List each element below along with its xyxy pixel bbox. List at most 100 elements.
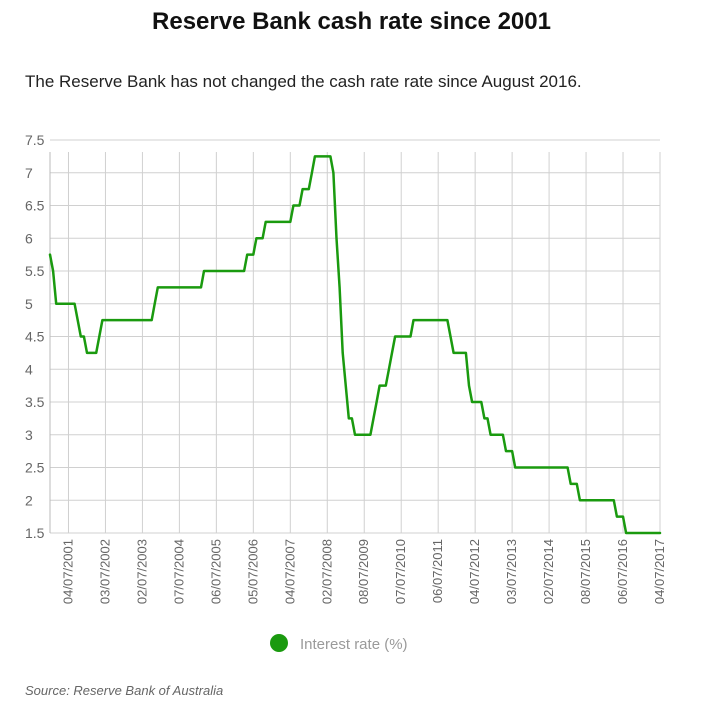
- data-point: [55, 303, 57, 305]
- x-tick-label: 02/07/2003: [134, 539, 149, 604]
- data-point: [314, 155, 316, 157]
- data-point: [505, 450, 507, 452]
- data-point: [372, 417, 375, 419]
- data-point: [388, 368, 390, 370]
- data-point: [468, 385, 470, 387]
- y-tick-label: 6.5: [25, 198, 45, 214]
- data-point: [77, 319, 79, 321]
- y-tick-label: 7: [25, 165, 33, 181]
- data-point: [200, 286, 202, 288]
- x-tick-label: 05/07/2006: [245, 539, 260, 604]
- data-point: [511, 450, 513, 452]
- y-tick-label: 4: [25, 361, 33, 377]
- data-point: [332, 172, 334, 174]
- data-point: [453, 352, 455, 354]
- chart-subtitle: The Reserve Bank has not changed the cas…: [25, 72, 582, 91]
- x-tick-label: 08/07/2015: [578, 539, 593, 604]
- x-tick-label: 04/07/2001: [60, 539, 75, 604]
- data-point: [369, 434, 371, 436]
- data-point: [289, 221, 291, 223]
- y-tick-label: 2: [25, 492, 33, 508]
- x-tick-label: 03/07/2002: [97, 539, 112, 604]
- data-point: [154, 303, 156, 305]
- data-point: [157, 286, 159, 288]
- x-tick-label: 06/07/2011: [430, 539, 445, 603]
- y-tick-label: 3: [25, 427, 33, 443]
- data-point: [391, 352, 393, 354]
- data-point: [151, 319, 153, 321]
- data-point: [570, 483, 572, 485]
- data-point: [302, 188, 304, 190]
- x-tick-label: 02/07/2014: [541, 539, 556, 604]
- data-point: [348, 417, 350, 419]
- chart-source: Source: Reserve Bank of Australia: [25, 683, 224, 698]
- x-tick-label: 06/07/2016: [615, 539, 630, 604]
- data-point: [354, 434, 356, 436]
- data-point: [265, 221, 267, 223]
- data-point: [308, 188, 310, 190]
- data-point: [449, 335, 452, 338]
- legend-marker-interest-rate[interactable]: [270, 634, 288, 652]
- data-point: [246, 254, 248, 256]
- data-point: [576, 483, 578, 485]
- x-tick-label: 04/07/2007: [282, 539, 297, 604]
- data-point: [567, 466, 569, 469]
- y-tick-label: 1.5: [25, 525, 45, 541]
- data-point: [471, 401, 473, 403]
- x-tick-label: 03/07/2013: [504, 539, 519, 604]
- data-point: [335, 237, 338, 239]
- data-point: [95, 352, 97, 354]
- data-point: [394, 335, 396, 338]
- y-tick-label: 7.5: [25, 132, 45, 148]
- data-point: [622, 516, 624, 518]
- x-tick-label: 07/07/2004: [171, 539, 186, 604]
- data-point: [49, 254, 51, 256]
- x-axis: 04/07/2001 03/07/2002 02/07/2003 07/07/2004…: [60, 539, 667, 604]
- data-point: [465, 352, 467, 354]
- data-point: [446, 319, 448, 321]
- y-tick-label: 4.5: [25, 329, 45, 345]
- series-group: [48, 155, 662, 535]
- y-tick-label: 5.5: [25, 263, 45, 279]
- data-point: [243, 270, 245, 272]
- data-point: [483, 417, 485, 419]
- data-point: [412, 319, 415, 321]
- y-tick-label: 5: [25, 296, 33, 312]
- data-point: [616, 516, 618, 518]
- x-tick-label: 07/07/2010: [393, 539, 408, 604]
- data-point: [659, 532, 661, 534]
- data-point: [255, 237, 257, 239]
- data-point: [101, 319, 103, 321]
- data-point: [502, 434, 504, 436]
- y-tick-label: 2.5: [25, 460, 45, 476]
- data-point: [329, 155, 331, 157]
- x-tick-label: 04/07/2017: [652, 539, 667, 604]
- data-point: [579, 499, 581, 501]
- chart-legend[interactable]: Interest rate (%): [270, 634, 408, 653]
- data-point: [203, 270, 205, 272]
- data-point: [379, 385, 381, 387]
- data-point: [351, 417, 353, 419]
- legend-label-interest-rate[interactable]: Interest rate (%): [300, 636, 408, 653]
- series-line-interest-rate: [48, 155, 662, 535]
- data-point: [83, 335, 85, 338]
- data-point: [252, 254, 254, 256]
- data-point: [98, 335, 100, 338]
- data-point: [339, 286, 341, 288]
- x-tick-label: 02/07/2008: [319, 539, 334, 604]
- data-point: [625, 532, 627, 534]
- data-point: [486, 417, 489, 419]
- data-point: [480, 401, 482, 403]
- data-point: [514, 466, 516, 469]
- data-point: [298, 204, 301, 207]
- data-point: [292, 204, 294, 207]
- y-tick-label: 6: [25, 230, 33, 246]
- data-point: [80, 335, 82, 338]
- data-point: [74, 303, 76, 305]
- data-point: [342, 352, 344, 354]
- data-point: [86, 352, 88, 354]
- chart-title: Reserve Bank cash rate since 2001: [152, 8, 551, 35]
- data-point: [376, 401, 378, 403]
- data-point: [490, 434, 492, 436]
